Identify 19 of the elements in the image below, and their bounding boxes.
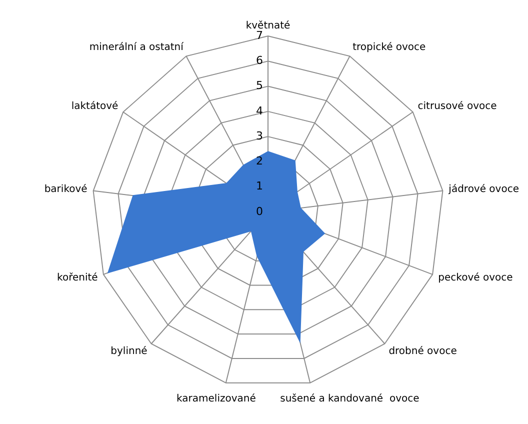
y-tick-label: 1 xyxy=(256,180,263,193)
y-tick-label: 5 xyxy=(256,79,263,92)
y-tick-label: 0 xyxy=(256,204,263,218)
y-tick-label: 4 xyxy=(256,104,263,118)
spoke-label: minerální a ostatní xyxy=(89,42,185,53)
spoke-label: karamelizované xyxy=(176,393,256,404)
spoke-label: tropické ovoce xyxy=(352,42,426,53)
spoke-label: kořenité xyxy=(57,272,98,284)
spoke-label: sušené a kandované ovoce xyxy=(280,393,420,404)
y-tick-label: 6 xyxy=(256,54,263,67)
y-tick-label: 2 xyxy=(256,154,263,168)
spoke-label: peckové ovoce xyxy=(438,272,513,284)
spoke-label: laktátové xyxy=(71,100,118,112)
y-tick-label: 3 xyxy=(256,129,263,142)
spoke-label: bylinné xyxy=(110,346,148,357)
spoke-label: jádrové ovoce xyxy=(448,184,519,196)
spoke-label: drobné ovoce xyxy=(388,346,457,357)
spoke-label: barikové xyxy=(44,184,88,196)
spoke-label: citrusové ovoce xyxy=(418,100,497,112)
